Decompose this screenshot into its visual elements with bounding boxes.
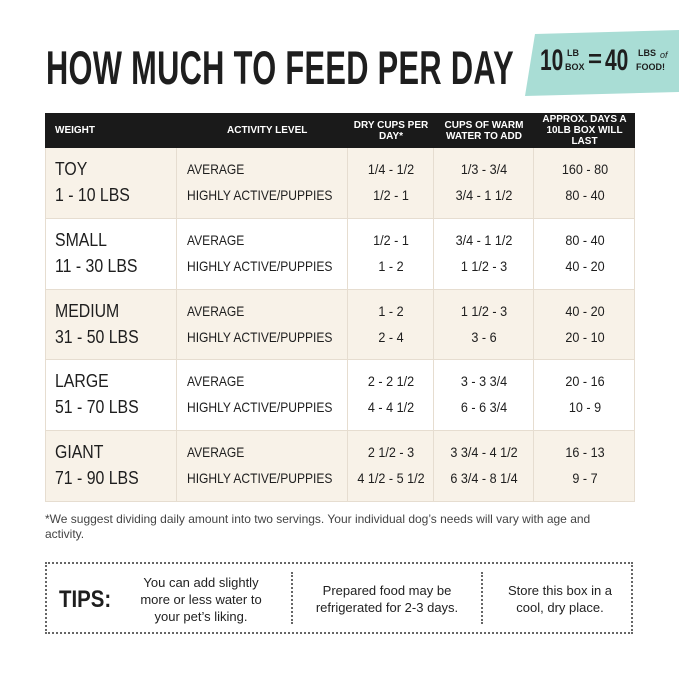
cell-value: 3 3/4 - 4 1/2	[450, 444, 518, 461]
tips-box: TIPS: You can add slightly more or less …	[45, 562, 633, 634]
table-cell	[434, 360, 534, 432]
cell-value: 4 - 4 1/2	[367, 399, 415, 416]
size-label: GIANT	[55, 442, 104, 463]
table-cell	[45, 431, 177, 502]
cell-value: 1/2 - 1	[373, 231, 409, 248]
size-label: LARGE	[55, 371, 109, 392]
cell-value: 20 - 10	[564, 328, 605, 345]
footnote: *We suggest dividing daily amount into t…	[45, 512, 591, 541]
cell-value: 80 - 40	[564, 187, 605, 203]
weight-label: 71 - 90 LBS	[55, 468, 139, 489]
cell-value: 1 - 2	[378, 302, 404, 319]
cell-value: 1/4 - 1/2	[367, 161, 415, 177]
cell-value: 3/4 - 1 1/2	[455, 187, 513, 203]
badge-unit: LB	[567, 48, 579, 58]
cell-value: 2 - 4	[378, 328, 404, 345]
column-header: WEIGHT	[45, 113, 177, 148]
table-cell	[177, 148, 348, 219]
table-cell	[534, 360, 635, 432]
badge-number: 40	[605, 44, 629, 77]
cell-value: 1 - 2	[378, 257, 404, 274]
tips-label: TIPS:	[59, 586, 112, 613]
activity-level: HIGHLY ACTIVE/PUPPIES	[187, 257, 333, 274]
table-cell	[434, 148, 534, 219]
cell-value: 6 - 6 3/4	[460, 399, 508, 416]
table-cell	[177, 218, 348, 290]
badge-item: BOX	[565, 62, 585, 72]
activity-level: HIGHLY ACTIVE/PUPPIES	[187, 187, 333, 203]
badge-of: of	[660, 50, 668, 60]
activity-level: AVERAGE	[187, 302, 245, 319]
cell-value: 1/3 - 3/4	[460, 161, 508, 177]
activity-level: AVERAGE	[187, 231, 245, 248]
cell-value: 3 - 3 3/4	[460, 373, 508, 390]
activity-level: HIGHLY ACTIVE/PUPPIES	[187, 470, 333, 487]
table-cell	[348, 360, 434, 432]
column-header: CUPS OF WARM WATER TO ADD	[434, 113, 534, 148]
tip: Prepared food may be refrigerated for 2-…	[315, 583, 459, 615]
table-cell	[434, 431, 534, 502]
cell-value: 40 - 20	[564, 257, 605, 274]
badge	[525, 30, 679, 96]
table-cell	[534, 289, 635, 361]
table-cell	[434, 289, 534, 361]
cell-value: 10 - 9	[568, 399, 601, 416]
table-cell	[45, 289, 177, 361]
weight-label: 31 - 50 LBS	[55, 326, 139, 347]
title: HOW MUCH TO FEED PER DAY	[46, 41, 514, 94]
weight-label: 11 - 30 LBS	[55, 255, 138, 276]
badge-equals: =	[588, 46, 603, 73]
badge-number: 10	[540, 44, 564, 77]
cell-value: 4 1/2 - 5 1/2	[357, 470, 425, 487]
cell-value: 40 - 20	[564, 302, 605, 319]
cell-value: 1/2 - 1	[373, 187, 409, 203]
badge-unit: LBS	[638, 48, 656, 58]
cell-value: 1 1/2 - 3	[460, 257, 508, 274]
divider	[481, 572, 483, 624]
activity-level: AVERAGE	[187, 444, 245, 461]
tip: You can add slightly more or less water …	[140, 575, 262, 624]
badge-item: FOOD!	[636, 62, 665, 72]
table-cell	[45, 148, 177, 219]
activity-level: HIGHLY ACTIVE/PUPPIES	[187, 399, 333, 416]
weight-label: 51 - 70 LBS	[55, 397, 139, 418]
cell-value: 80 - 40	[564, 231, 605, 248]
size-label: SMALL	[55, 229, 107, 250]
table-cell	[177, 289, 348, 361]
tip: Store this box in a cool, dry place.	[507, 583, 613, 615]
cell-value: 2 - 2 1/2	[367, 373, 415, 390]
table-cell	[348, 218, 434, 290]
table-cell	[177, 360, 348, 432]
table-cell	[348, 289, 434, 361]
cell-value: 1 1/2 - 3	[460, 302, 508, 319]
cell-value: 3/4 - 1 1/2	[455, 231, 513, 248]
table-cell	[348, 431, 434, 502]
size-label: MEDIUM	[55, 300, 120, 321]
table-cell	[534, 218, 635, 290]
column-header: ACTIVITY LEVEL	[177, 113, 348, 148]
table-cell	[534, 148, 635, 219]
weight-label: 1 - 10 LBS	[55, 185, 130, 205]
table-cell	[434, 218, 534, 290]
activity-level: HIGHLY ACTIVE/PUPPIES	[187, 328, 333, 345]
cell-value: 9 - 7	[571, 470, 598, 487]
cell-value: 3 - 6	[471, 328, 497, 345]
activity-level: AVERAGE	[187, 161, 245, 177]
column-header: APPROX. DAYS A 10LB BOX WILL LAST	[534, 113, 635, 148]
table-cell	[534, 431, 635, 502]
table-cell	[45, 360, 177, 432]
activity-level: AVERAGE	[187, 373, 245, 390]
cell-value: 16 - 13	[564, 444, 605, 461]
divider	[291, 572, 293, 624]
cell-value: 6 3/4 - 8 1/4	[450, 470, 518, 487]
size-label: TOY	[55, 159, 88, 179]
table-cell	[45, 218, 177, 290]
table-cell	[177, 431, 348, 502]
table-cell	[348, 148, 434, 219]
cell-value: 2 1/2 - 3	[367, 444, 415, 461]
cell-value: 20 - 16	[564, 373, 605, 390]
column-header: DRY CUPS PER DAY*	[348, 113, 434, 148]
cell-value: 160 - 80	[561, 161, 608, 177]
